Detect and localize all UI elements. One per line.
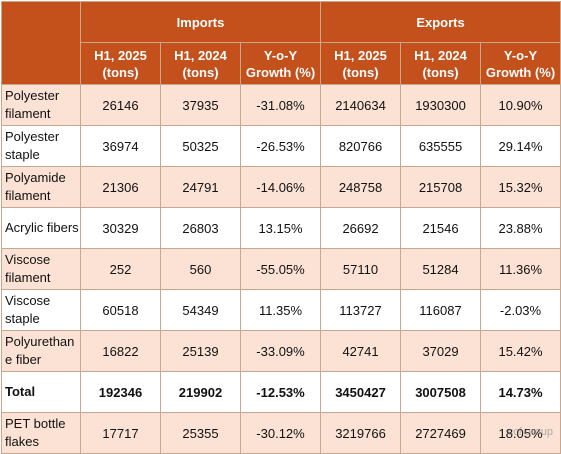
table-row: Polyester staple 36974 50325 -26.53% 820766 6…	[1, 125, 561, 167]
table-cell: 11.36%	[480, 248, 561, 290]
table-cell: 215708	[400, 166, 482, 208]
table-cell: 635555	[400, 125, 482, 167]
table-cell: 15.32%	[480, 166, 561, 208]
column-header-exports-0: H1, 2025 (tons)	[320, 42, 402, 85]
table-cell: 36974	[80, 125, 161, 167]
table-row: Polyurethane fiber 16822 25139 -33.09% 42741…	[1, 330, 561, 372]
table-cell: 50325	[160, 125, 241, 167]
table-cell: 3007508	[400, 371, 482, 413]
column-header-imports-0: H1, 2025 (tons)	[80, 42, 161, 85]
table-cell: 17717	[80, 412, 161, 454]
row-label: Total	[1, 371, 81, 413]
column-header-exports-1: H1, 2024 (tons)	[400, 42, 482, 85]
row-label: Viscose filament	[1, 248, 81, 290]
table-cell: 3219766	[320, 412, 402, 454]
table-cell: 113727	[320, 289, 402, 331]
corner-header-cell	[1, 1, 81, 85]
table-row: Total 192346 219902 -12.53% 3450427 3007508 14…	[1, 371, 561, 413]
table-cell: 16822	[80, 330, 161, 372]
row-label: PET bottle flakes	[1, 412, 81, 454]
table-cell: 18.05%	[480, 412, 561, 454]
imports-group-header: Imports	[79, 1, 322, 43]
table-cell: 15.42%	[480, 330, 561, 372]
table-cell: 26803	[160, 207, 241, 249]
table-cell: 219902	[160, 371, 241, 413]
table-cell: 23.88%	[480, 207, 561, 249]
table-cell: 3450427	[320, 371, 402, 413]
table-cell: -55.05%	[239, 248, 322, 290]
table-row: Acrylic fibers 30329 26803 13.15% 26692 21546…	[1, 207, 561, 249]
table-cell: 10.90%	[480, 84, 561, 126]
table-cell: 60518	[80, 289, 161, 331]
row-label: Polyester staple	[1, 125, 81, 167]
table-cell: 26146	[80, 84, 161, 126]
table-cell: -26.53%	[239, 125, 322, 167]
row-label: Polyurethane fiber	[1, 330, 81, 372]
table-row: Polyamide filament 21306 24791 -14.06% 24875…	[1, 166, 561, 208]
table-cell: 21546	[400, 207, 482, 249]
table-cell: 248758	[320, 166, 402, 208]
table-row: Viscose filament 252 560 -55.05% 57110 51284 1…	[1, 248, 561, 290]
table-cell: 26692	[320, 207, 402, 249]
table-row: Polyester filament 26146 37935 -31.08% 21406…	[1, 84, 561, 126]
table-cell: 11.35%	[239, 289, 322, 331]
column-header-imports-2: Y-o-Y Growth (%)	[239, 42, 322, 85]
table-cell: 51284	[400, 248, 482, 290]
table-cell: -31.08%	[239, 84, 322, 126]
row-label: Viscose staple	[1, 289, 81, 331]
table-cell: 116087	[400, 289, 482, 331]
table-cell: -30.12%	[239, 412, 322, 454]
table-cell: 2140634	[320, 84, 402, 126]
table-cell: 37029	[400, 330, 482, 372]
table-row: PET bottle flakes 17717 25355 -30.12% 321976…	[1, 412, 561, 454]
table-cell: 1930300	[400, 84, 482, 126]
table-cell: 14.73%	[480, 371, 561, 413]
table-cell: 37935	[160, 84, 241, 126]
watermark-text: ccf group	[507, 426, 553, 438]
row-label: Acrylic fibers	[1, 207, 81, 249]
row-label: Polyamide filament	[1, 166, 81, 208]
exports-group-header: Exports	[320, 1, 561, 43]
table-cell: 560	[160, 248, 241, 290]
row-label: Polyester filament	[1, 84, 81, 126]
table-cell: 13.15%	[239, 207, 322, 249]
table-cell: 30329	[80, 207, 161, 249]
table-cell: -2.03%	[480, 289, 561, 331]
table-cell: -33.09%	[239, 330, 322, 372]
table-row: Viscose staple 60518 54349 11.35% 113727 1160…	[1, 289, 561, 331]
table-cell: 57110	[320, 248, 402, 290]
table-cell: 42741	[320, 330, 402, 372]
table-cell: -14.06%	[239, 166, 322, 208]
table-cell: 25139	[160, 330, 241, 372]
table-cell: 24791	[160, 166, 241, 208]
column-header-exports-2: Y-o-Y Growth (%)	[480, 42, 561, 85]
table-cell: -12.53%	[239, 371, 322, 413]
table-cell: 192346	[80, 371, 161, 413]
column-header-imports-1: H1, 2024 (tons)	[160, 42, 241, 85]
table-cell: 29.14%	[480, 125, 561, 167]
table-cell: 21306	[80, 166, 161, 208]
table-cell: 54349	[160, 289, 241, 331]
table-cell: 820766	[320, 125, 402, 167]
table-cell: 25355	[160, 412, 241, 454]
table-cell: 252	[80, 248, 161, 290]
table-cell: 2727469	[400, 412, 482, 454]
